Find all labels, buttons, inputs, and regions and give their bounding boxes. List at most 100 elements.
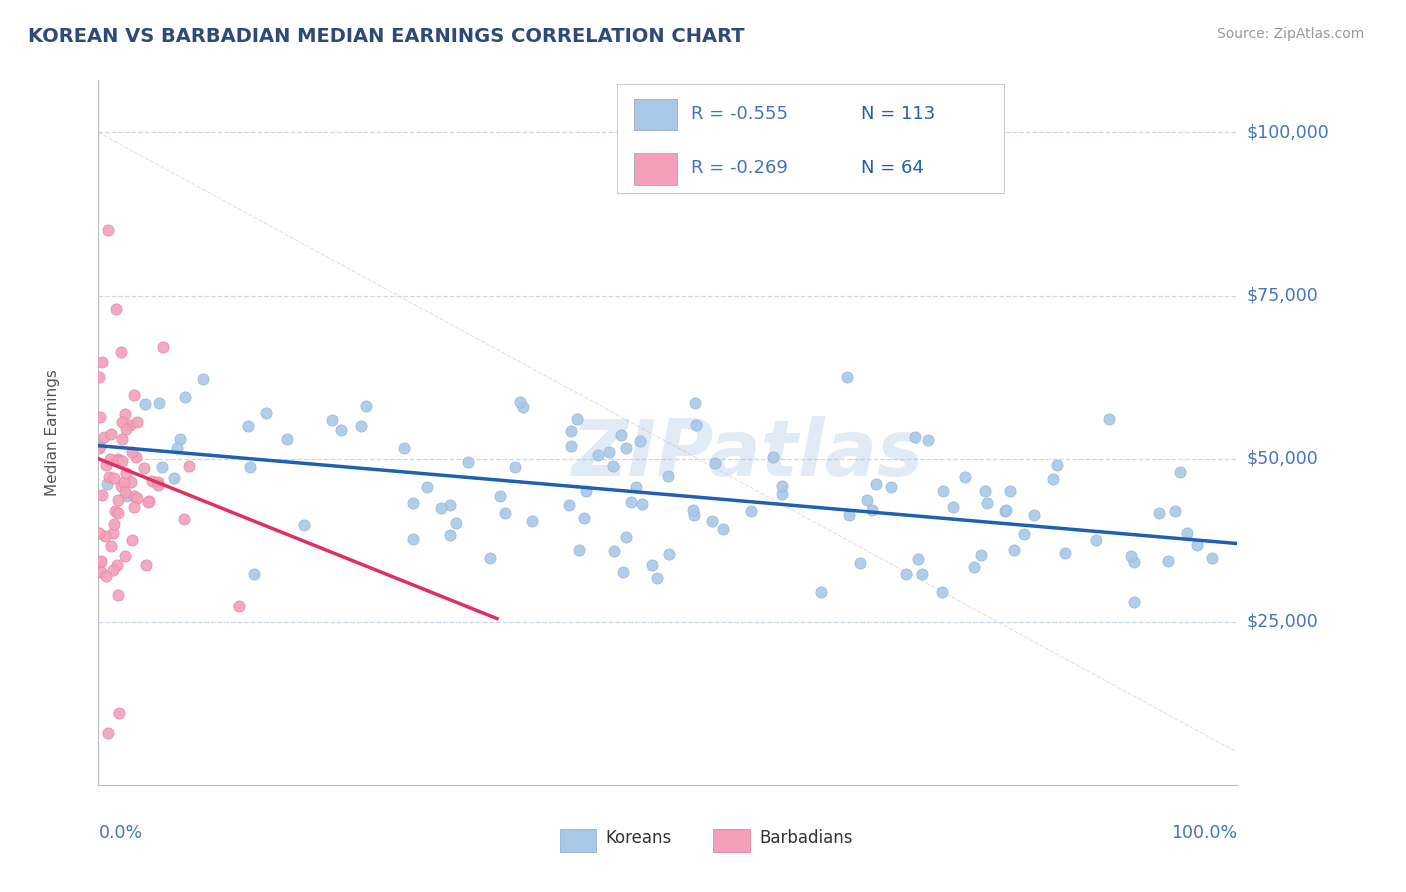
Point (1022, 508, 1045, 523)
Point (614, 530, 637, 544)
Point (243, 566, 266, 581)
Point (228, 599, 250, 613)
Point (100, 539, 122, 553)
Point (1163, 504, 1185, 518)
Point (114, 549, 136, 563)
Point (138, 494, 160, 508)
Text: Koreans: Koreans (605, 829, 672, 847)
Point (1119, 549, 1142, 563)
Point (503, 459, 526, 474)
Point (602, 459, 624, 474)
Text: $100,000: $100,000 (1246, 123, 1329, 142)
Point (236, 418, 259, 433)
Point (91, 488, 114, 502)
Point (973, 483, 995, 498)
Point (125, 450, 148, 464)
Point (87, 525, 110, 540)
Point (614, 441, 637, 455)
Point (953, 470, 976, 484)
Point (90, 355, 112, 369)
Point (330, 423, 353, 437)
Point (120, 417, 142, 432)
Point (114, 485, 136, 500)
Point (1002, 542, 1025, 557)
Point (620, 495, 643, 509)
Text: KOREAN VS BARBADIAN MEDIAN EARNINGS CORRELATION CHART: KOREAN VS BARBADIAN MEDIAN EARNINGS CORR… (28, 27, 745, 45)
Point (1187, 538, 1209, 552)
Point (105, 558, 128, 572)
Point (89, 439, 111, 453)
Point (114, 407, 136, 421)
FancyBboxPatch shape (560, 830, 596, 852)
Text: 100.0%: 100.0% (1171, 823, 1237, 842)
Text: Source: ZipAtlas.com: Source: ZipAtlas.com (1216, 27, 1364, 41)
Point (683, 508, 706, 523)
Point (560, 439, 582, 453)
Point (254, 407, 277, 421)
Point (1147, 506, 1170, 520)
Point (173, 512, 195, 526)
Point (907, 552, 929, 566)
Point (970, 548, 993, 562)
Point (104, 301, 127, 316)
Point (1046, 458, 1069, 472)
Point (911, 567, 934, 582)
Text: $75,000: $75,000 (1246, 286, 1319, 304)
Point (682, 503, 704, 517)
Point (94, 528, 117, 542)
Point (162, 471, 184, 485)
Point (880, 479, 903, 493)
Point (110, 345, 132, 359)
Point (112, 475, 135, 490)
Point (1012, 527, 1035, 541)
Point (770, 487, 793, 501)
Text: R = -0.555: R = -0.555 (690, 104, 787, 123)
Point (276, 432, 298, 446)
Point (904, 430, 927, 444)
Point (457, 455, 479, 469)
Point (631, 497, 654, 511)
Point (932, 484, 955, 499)
Point (146, 478, 169, 492)
Point (439, 498, 461, 512)
Point (98, 451, 121, 466)
Point (132, 461, 155, 475)
Point (136, 495, 159, 509)
Point (963, 559, 986, 574)
Point (489, 489, 512, 503)
Point (152, 340, 174, 354)
FancyBboxPatch shape (713, 830, 749, 852)
Point (103, 517, 125, 532)
Point (509, 395, 531, 409)
Point (134, 397, 156, 411)
Point (838, 508, 860, 523)
Point (700, 514, 723, 528)
Point (641, 558, 664, 572)
Point (87, 441, 110, 455)
Point (107, 506, 129, 520)
Text: ZIPatlas: ZIPatlas (571, 416, 924, 491)
Point (122, 388, 145, 402)
Text: 0.0%: 0.0% (98, 823, 142, 842)
Point (1123, 594, 1146, 608)
Point (321, 413, 343, 427)
Point (121, 533, 143, 548)
Point (97, 470, 120, 484)
Point (657, 469, 679, 483)
Point (110, 416, 132, 430)
Point (522, 514, 544, 528)
Point (166, 441, 188, 455)
Text: N = 64: N = 64 (862, 160, 924, 178)
Point (444, 516, 467, 531)
Point (115, 489, 138, 503)
Point (740, 504, 762, 518)
Point (169, 432, 191, 446)
Point (122, 500, 145, 514)
Text: $25,000: $25,000 (1246, 613, 1319, 631)
Point (994, 504, 1017, 518)
Point (114, 466, 136, 480)
Point (558, 499, 581, 513)
Point (685, 418, 707, 433)
Point (89, 554, 111, 568)
Point (146, 475, 169, 489)
